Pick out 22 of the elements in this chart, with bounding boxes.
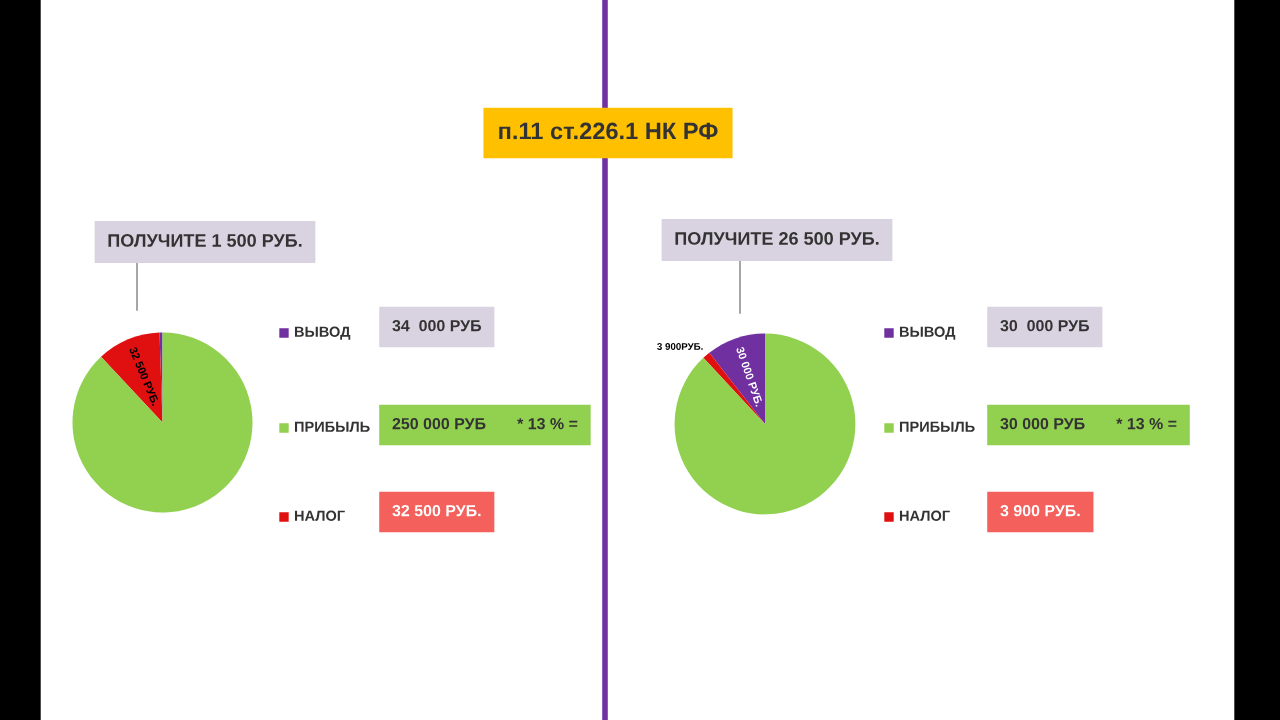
text: 34 000 РУБ [392,319,482,332]
text: ПОЛУЧИТЕ 1 500 РУБ. [108,234,302,247]
text: 32 500 РУБ. [392,504,481,517]
legend-label: ВЫВОД [899,326,956,340]
pie-slice [709,333,765,424]
data-label: 3 900РУБ. [657,343,703,350]
legend-label: НАЛОГ [294,510,345,521]
text: п.11 ст.226.1 НК РФ [499,122,718,140]
pie-slice [72,332,253,513]
pie-slice [101,332,163,423]
data-label: 32 500 РУБ. [128,346,160,406]
data-label: 30 000 РУБ. [735,346,764,407]
pie-slice [159,332,163,423]
text: 3 900 РУБ. [1000,504,1080,517]
legend-label: ВЫВОД [294,326,351,340]
text: 250 000 РУБ * 13 % = [392,417,578,430]
legend-label: ПРИБЫЛЬ [899,421,975,432]
text: ПОЛУЧИТЕ 26 500 РУБ. [675,232,879,245]
legend-label: НАЛОГ [899,510,950,521]
legend-label: ПРИБЫЛЬ [294,421,370,432]
text: 30 000 РУБ * 13 % = [1000,417,1177,430]
text: 30 000 РУБ [1000,319,1090,332]
